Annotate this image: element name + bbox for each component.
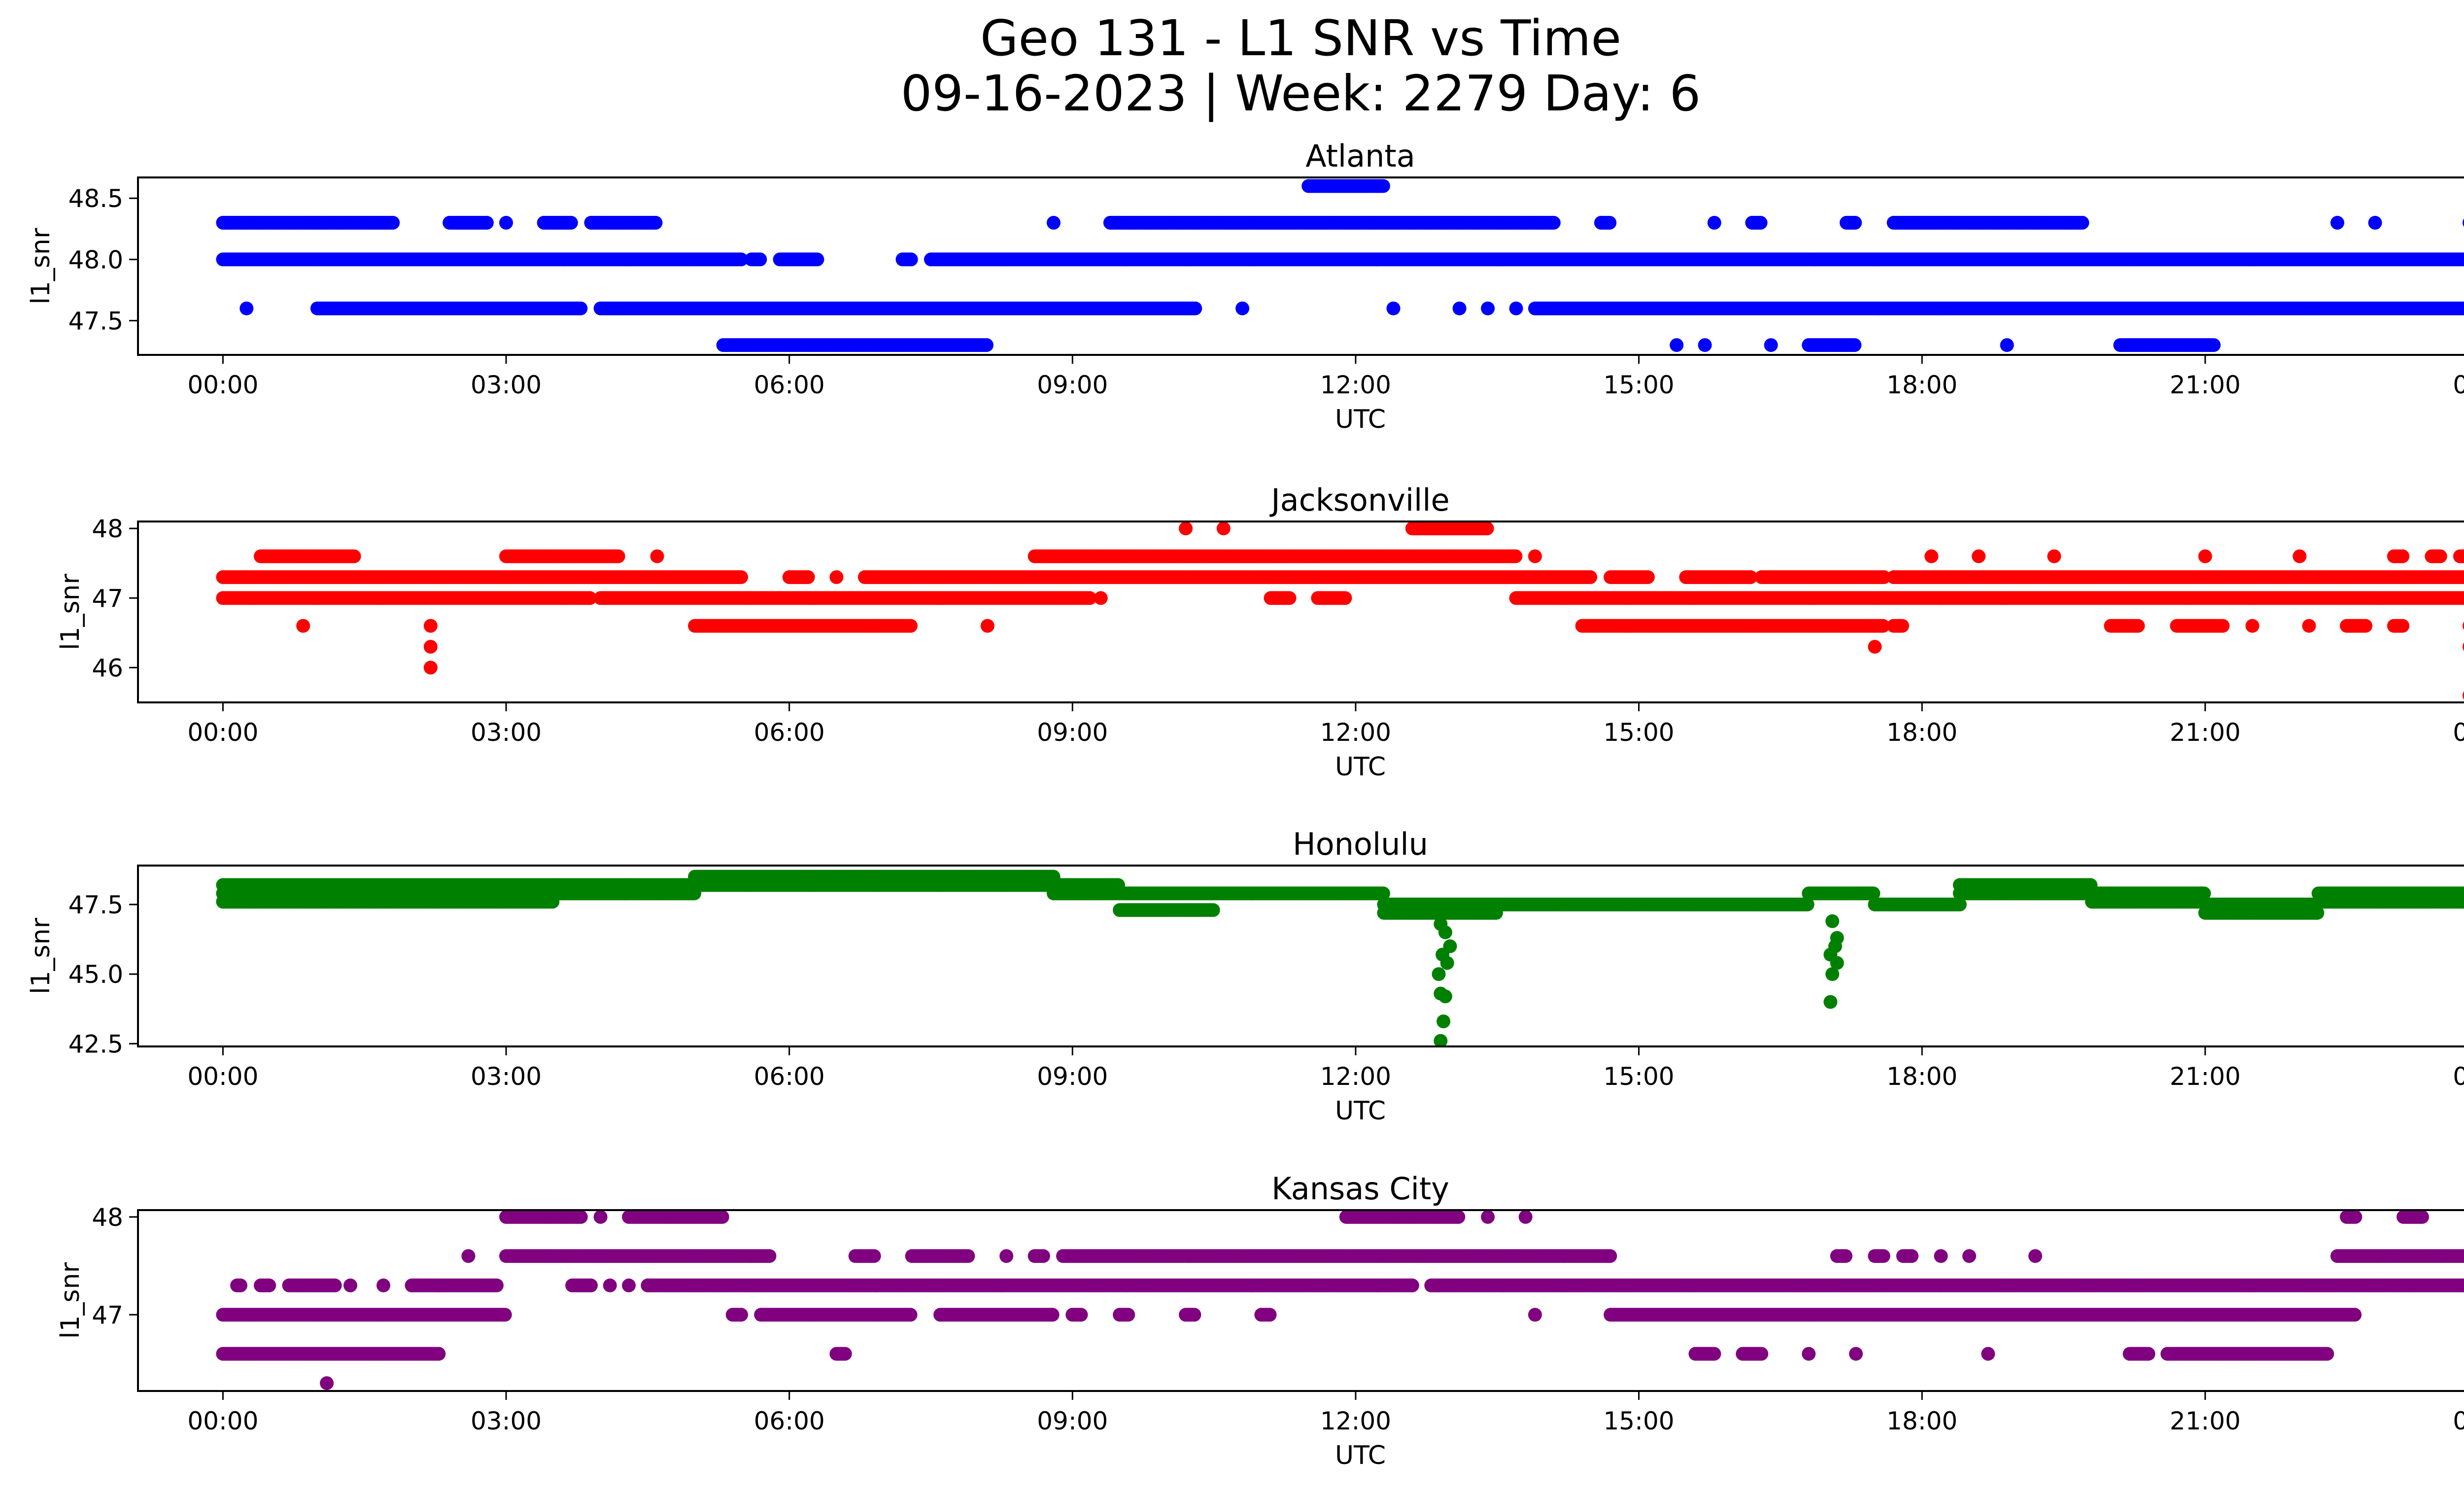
x-tick-label: 00:00: [2453, 371, 2464, 399]
data-point: [801, 570, 815, 584]
data-point: [1235, 301, 1250, 315]
data-point: [2000, 338, 2014, 352]
data-point: [1972, 549, 1986, 563]
data-point: [1698, 338, 1712, 352]
data-point: [2463, 304, 2464, 313]
data-point: [1924, 549, 1939, 563]
data-point: [650, 549, 664, 563]
y-tick-label: 48.0: [68, 245, 123, 274]
data-point: [611, 549, 625, 563]
data-point: [1753, 215, 1768, 230]
data-point: [734, 570, 748, 584]
data-point: [753, 252, 767, 267]
data-point: [1528, 549, 1542, 563]
data-point: [499, 215, 513, 230]
data-point: [2047, 549, 2061, 563]
data-point: [1848, 338, 1862, 352]
data-point: [1670, 338, 1684, 352]
data-point: [980, 338, 993, 352]
data-point: [1188, 301, 1202, 315]
x-tick-label: 21:00: [2170, 371, 2241, 399]
subplot-atlanta: Atlanta 00:00 03:00 06:00 09:00 12:00 15:00 18:…: [26, 138, 2464, 434]
data-point: [1508, 549, 1523, 563]
scatter-series: [216, 179, 2464, 352]
data-point: [2293, 549, 2307, 563]
data-point: [2075, 215, 2089, 230]
data-point: [479, 215, 494, 230]
data-point: [2198, 549, 2212, 563]
data-point: [2368, 215, 2382, 230]
y-axis-label: l1_snr: [26, 228, 56, 305]
x-tick-label: 03:00: [471, 371, 542, 399]
data-point: [1546, 215, 1561, 230]
axes-frame: [137, 176, 2464, 356]
figure-title-line2: 09-16-2023 | Week: 2279 Day: 6: [900, 65, 1701, 122]
data-point: [1481, 301, 1495, 315]
data-point: [2462, 254, 2464, 265]
data-point: [2461, 571, 2464, 583]
data-point: [1452, 301, 1467, 315]
data-point: [1848, 215, 1862, 230]
data-point: [904, 252, 918, 267]
x-tick-label: 09:00: [1037, 371, 1108, 399]
scatter-series: [216, 522, 2464, 700]
subplot-title: Jacksonville: [1269, 482, 1449, 518]
data-point: [1641, 570, 1655, 584]
data-point: [2396, 549, 2410, 563]
x-axis-label: UTC: [1335, 405, 1386, 434]
data-point: [2463, 573, 2464, 581]
data-point: [1877, 570, 1891, 584]
data-point: [1583, 570, 1598, 584]
data-point: [1376, 179, 1390, 193]
data-point: [2207, 338, 2221, 352]
data-point: [1509, 301, 1523, 315]
y-tick-label: 47.5: [68, 307, 123, 335]
data-point: [1707, 215, 1721, 230]
data-point: [649, 215, 663, 230]
subplot-title: Atlanta: [1305, 138, 1415, 174]
data-point: [1764, 338, 1778, 352]
x-tick-label: 12:00: [1320, 371, 1391, 399]
data-point: [347, 549, 361, 563]
figure-title-line1: Geo 131 - L1 SNR vs Time: [980, 9, 1621, 67]
data-point: [2330, 215, 2344, 230]
data-point: [386, 215, 400, 230]
data-point: [2433, 549, 2447, 563]
data-point: [810, 252, 824, 267]
data-point: [2462, 551, 2464, 562]
x-tick-label: 15:00: [1604, 371, 1675, 399]
data-point: [1216, 522, 1231, 536]
x-tick-label: 18:00: [1886, 371, 1957, 399]
x-tick-label: 00:00: [187, 371, 258, 399]
data-point: [1603, 215, 1617, 230]
data-point: [1480, 522, 1494, 536]
data-point: [829, 570, 844, 584]
data-point: [2463, 218, 2464, 227]
data-point: [574, 301, 588, 315]
data-point: [564, 215, 578, 230]
data-point: [1179, 522, 1193, 536]
data-point: [1744, 570, 1758, 584]
data-point: [1386, 301, 1401, 315]
data-point: [240, 301, 254, 315]
x-tick-label: 06:00: [754, 371, 825, 399]
data-point: [734, 252, 748, 267]
data-point: [1047, 215, 1061, 230]
y-tick-label: 48.5: [68, 184, 123, 213]
